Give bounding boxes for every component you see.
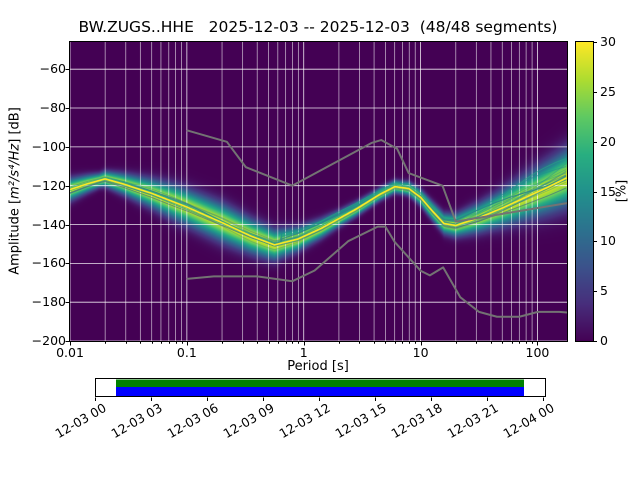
- x-tick-label: 0.1: [176, 345, 197, 360]
- colorbar-tick-label: 10: [600, 233, 616, 249]
- colorbar-tick-label: 15: [600, 183, 616, 199]
- y-tick-label: −60: [39, 61, 66, 77]
- colorbar-tick-label: 25: [600, 83, 616, 99]
- x-axis-label: Period [s]: [287, 359, 349, 374]
- x-tick-label: 0.01: [56, 345, 84, 360]
- y-axis-label-suffix: ] [dB]: [7, 107, 23, 144]
- y-tick-label: −180: [31, 294, 66, 310]
- y-tick-label: −200: [31, 333, 66, 348]
- x-tick-label: 1: [299, 345, 308, 360]
- y-axis-label-units: m²/s⁴/Hz: [7, 143, 23, 199]
- y-axis-label-prefix: Amplitude [: [7, 198, 23, 275]
- colorbar-tick-label: 30: [600, 34, 616, 49]
- y-tick-label: −80: [39, 100, 66, 115]
- y-tick-label: −100: [31, 138, 66, 154]
- y-axis-label: Amplitude [m²/s⁴/Hz] [dB]: [8, 107, 23, 275]
- y-tick-label: −160: [31, 255, 66, 271]
- y-tick-label: −120: [31, 177, 66, 193]
- colorbar-label: [%]: [614, 179, 630, 203]
- x-tick-label: 100: [525, 345, 550, 360]
- plot-title: BW.ZUGS..HHE 2025-12-03 -- 2025-12-03 (4…: [78, 18, 558, 36]
- y-tick-label: −140: [31, 216, 66, 232]
- colorbar-tick-label: 5: [600, 283, 608, 299]
- colorbar-tick-label: 0: [600, 333, 608, 348]
- colorbar-tick-label: 20: [600, 133, 616, 149]
- x-tick-label: 10: [412, 345, 429, 360]
